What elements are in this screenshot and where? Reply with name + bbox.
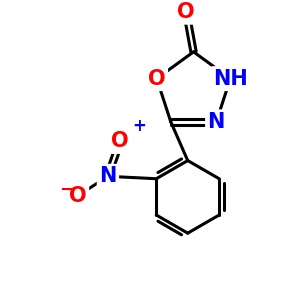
Text: NH: NH (213, 69, 248, 88)
Text: O: O (69, 186, 87, 206)
Text: N: N (99, 166, 117, 186)
Text: O: O (148, 69, 166, 88)
Text: O: O (178, 2, 195, 22)
Text: −: − (59, 181, 75, 199)
Text: N: N (208, 112, 225, 132)
Text: O: O (111, 131, 129, 152)
Text: +: + (132, 117, 146, 135)
